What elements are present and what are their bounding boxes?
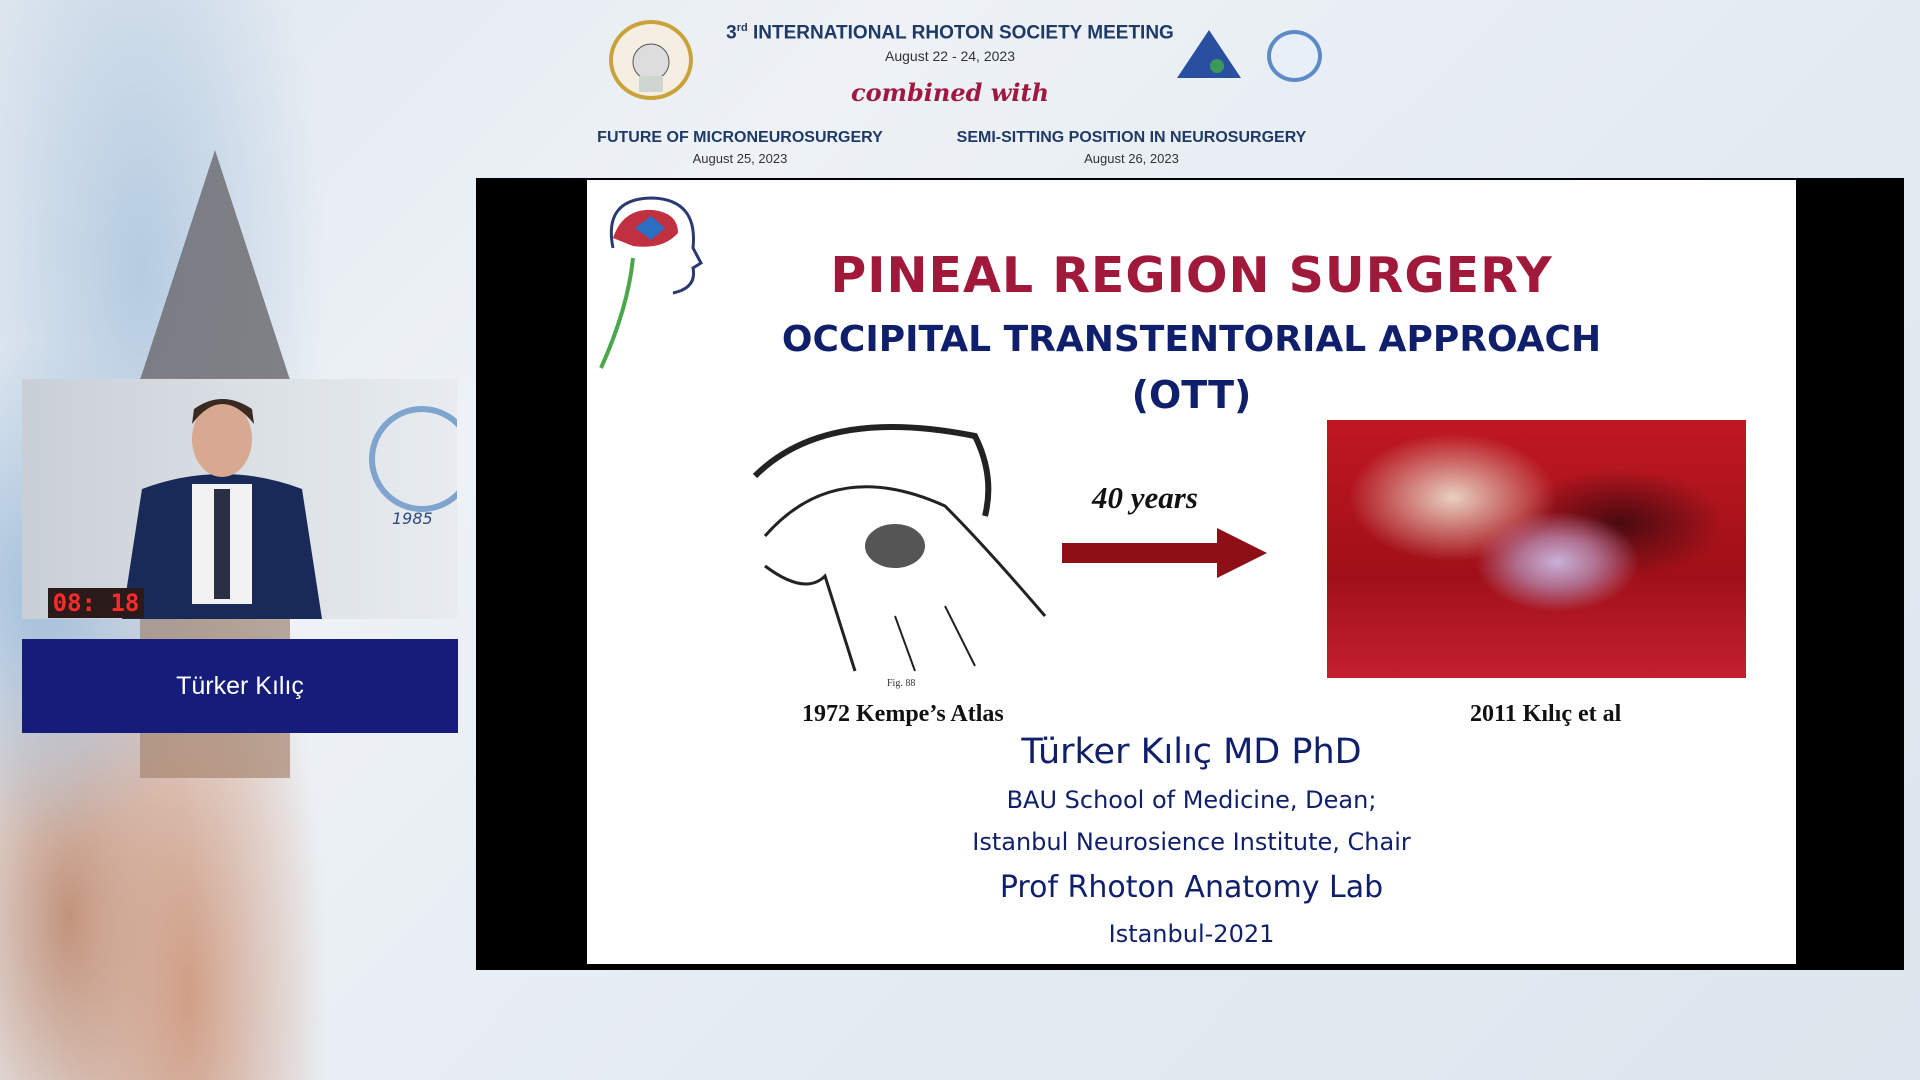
slide-abbreviation: (OTT) xyxy=(1131,373,1252,417)
title-number: 3 xyxy=(726,22,737,44)
surgery-photo xyxy=(1327,420,1746,678)
figure-label: Fig. 88 xyxy=(887,678,916,689)
speaker-figure: 1985 xyxy=(122,399,457,619)
affiliation-2: Istanbul Neurosience Institute, Chair xyxy=(972,828,1411,856)
event1-date: August 25, 2023 xyxy=(692,151,788,166)
combined-with-text: combined with xyxy=(850,78,1050,107)
speaker-name-bar: Türker Kılıç xyxy=(22,639,458,733)
slide-subtitle: OCCIPITAL TRANSTENTORIAL APPROACH xyxy=(781,319,1602,360)
lab-name: Prof Rhoton Anatomy Lab xyxy=(999,870,1384,905)
university-logo xyxy=(1165,28,1253,88)
event2-title: SEMI-SITTING POSITION IN NEUROSURGERY xyxy=(956,129,1307,146)
right-caption: 2011 Kılıç et al xyxy=(1470,701,1622,727)
slide-title: PINEAL REGION SURGERY xyxy=(830,247,1553,304)
author-name: Türker Kılıç MD PhD xyxy=(1021,732,1362,772)
logo-year-text: 1985 xyxy=(392,509,433,528)
event2-date: August 26, 2023 xyxy=(1084,151,1179,166)
meeting-dates: August 22 - 24, 2023 xyxy=(885,48,1015,64)
location-year: Istanbul-2021 xyxy=(1108,920,1275,948)
event1-title: FUTURE OF MICRONEUROSURGERY xyxy=(597,129,883,146)
tower-illustration xyxy=(140,150,290,380)
speaker-video: 1985 xyxy=(22,379,457,619)
society-logo xyxy=(1267,30,1322,82)
meeting-title: 3rd INTERNATIONAL RHOTON SOCIETY MEETING xyxy=(700,22,1200,44)
institute-logo xyxy=(599,196,703,369)
kempe-atlas-drawing xyxy=(752,424,1047,672)
arrow-label: 40 years xyxy=(1092,480,1198,515)
left-caption: 1972 Kempe’s Atlas xyxy=(802,701,1004,727)
speaker-name: Türker Kılıç xyxy=(176,671,304,700)
presentation-slide: PINEAL REGION SURGERY OCCIPITAL TRANSTEN… xyxy=(587,180,1796,964)
affiliation-1: BAU School of Medicine, Dean; xyxy=(1006,786,1377,814)
arrow-right-icon xyxy=(1062,528,1267,578)
title-text: INTERNATIONAL RHOTON SOCIETY MEETING xyxy=(753,22,1174,44)
countdown-timer: 08: 18 xyxy=(48,588,144,618)
rhoton-logo xyxy=(609,20,693,100)
title-superscript: rd xyxy=(736,22,748,34)
